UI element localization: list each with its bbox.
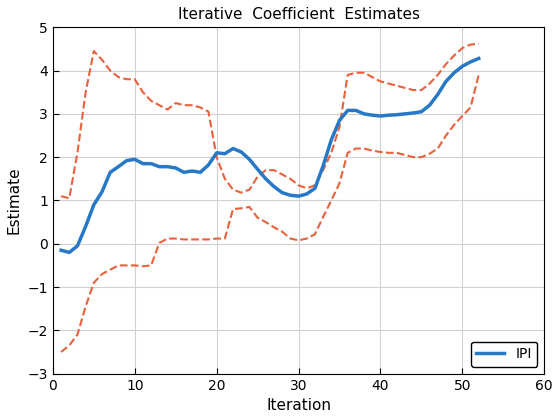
IPI [99,189,105,194]
IPI [451,70,458,75]
IPI [213,150,220,155]
X-axis label: Iteration: Iteration [266,398,331,413]
IPI [58,248,64,253]
Line: IPI: IPI [61,58,479,252]
IPI [263,176,269,181]
IPI [66,250,73,255]
Legend: IPI: IPI [471,341,537,367]
Title: Iterative  Coefficient  Estimates: Iterative Coefficient Estimates [178,7,419,22]
IPI [475,56,482,61]
IPI [320,163,326,168]
IPI [336,118,343,123]
Y-axis label: Estimate: Estimate [7,167,22,234]
